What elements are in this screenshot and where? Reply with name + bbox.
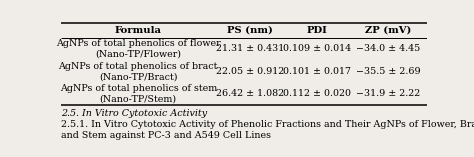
Text: 2.5.1. In Vitro Cytotoxic Activity of Phenolic Fractions and Their AgNPs of Flow: 2.5.1. In Vitro Cytotoxic Activity of Ph… [61, 120, 474, 129]
Text: 26.42 ± 1.082: 26.42 ± 1.082 [216, 89, 284, 98]
Text: −34.0 ± 4.45: −34.0 ± 4.45 [356, 44, 420, 53]
Text: ZP (mV): ZP (mV) [365, 26, 411, 35]
Text: −31.9 ± 2.22: −31.9 ± 2.22 [356, 89, 420, 98]
Text: AgNPs of total phenolics of flower
(Nano-TP/Flower): AgNPs of total phenolics of flower (Nano… [56, 39, 220, 59]
Text: 0.101 ± 0.017: 0.101 ± 0.017 [283, 67, 351, 76]
Text: −35.5 ± 2.69: −35.5 ± 2.69 [356, 67, 420, 76]
Text: 21.31 ± 0.431: 21.31 ± 0.431 [216, 44, 284, 53]
Text: Formula: Formula [115, 26, 162, 35]
Text: 22.05 ± 0.912: 22.05 ± 0.912 [216, 67, 284, 76]
Text: PDI: PDI [307, 26, 328, 35]
Text: AgNPs of total phenolics of bract
(Nano-TP/Bract): AgNPs of total phenolics of bract (Nano-… [59, 62, 218, 81]
Text: 2.5. In Vitro Cytotoxic Activity: 2.5. In Vitro Cytotoxic Activity [61, 109, 207, 118]
Text: 0.112 ± 0.020: 0.112 ± 0.020 [283, 89, 351, 98]
Text: AgNPs of total phenolics of stem
(Nano-TP/Stem): AgNPs of total phenolics of stem (Nano-T… [60, 84, 217, 104]
Text: and Stem against PC-3 and A549 Cell Lines: and Stem against PC-3 and A549 Cell Line… [61, 131, 271, 140]
Text: PS (nm): PS (nm) [228, 26, 273, 35]
Text: 0.109 ± 0.014: 0.109 ± 0.014 [283, 44, 351, 53]
